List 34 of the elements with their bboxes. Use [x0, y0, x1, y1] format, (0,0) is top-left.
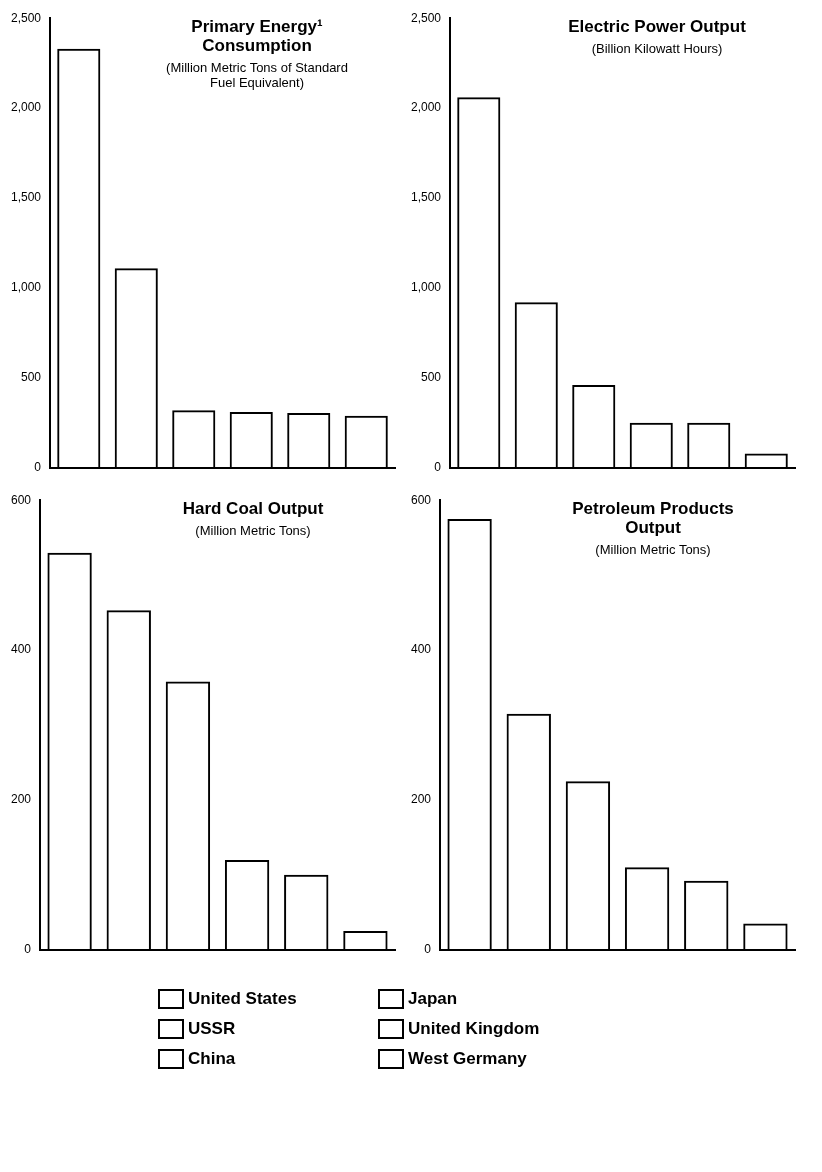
y-tick-label: 600 [10, 492, 32, 507]
text: Petroleum Products Output [572, 499, 734, 538]
y-tick-label: 400 [410, 642, 432, 657]
y-tick-label: 2,500 [11, 10, 42, 25]
y-tick-label: 2,500 [411, 10, 442, 25]
legend-label: United States [188, 989, 297, 1009]
text: (Million Metric Tons of Standard Fuel Equivalent) [166, 60, 348, 91]
y-tick-label: 200 [410, 792, 432, 807]
y-tick-label: 0 [24, 942, 32, 957]
y-tick-label: 400 [10, 642, 32, 657]
legend-label: USSR [188, 1019, 236, 1039]
y-tick-label: 0 [34, 460, 42, 475]
y-tick-label: 0 [424, 942, 432, 957]
text: (Billion Kilowatt Hours) [591, 41, 723, 57]
legend-label: United Kingdom [408, 1019, 540, 1039]
y-tick-label: 500 [421, 370, 442, 385]
y-tick-label: 2,000 [411, 100, 442, 115]
y-tick-label: 200 [10, 792, 32, 807]
y-tick-label: 2,000 [11, 100, 42, 115]
legend-label: China [188, 1049, 236, 1069]
y-tick-label: 600 [410, 492, 432, 507]
y-tick-label: 500 [21, 370, 42, 385]
text: (Million Metric Tons) [195, 523, 311, 539]
legend-label: Japan [408, 989, 458, 1009]
y-tick-label: 0 [434, 460, 442, 475]
y-tick-label: 1,500 [11, 190, 42, 205]
text: Primary Energy¹ Consumption [191, 17, 324, 56]
chart-title: Electric Power Output [568, 17, 747, 37]
y-tick-label: 1,000 [411, 280, 442, 295]
y-tick-label: 1,500 [411, 190, 442, 205]
text: (Million Metric Tons) [595, 542, 711, 558]
legend-label: West Germany [408, 1049, 527, 1069]
chart-title: Hard Coal Output [182, 499, 324, 519]
y-tick-label: 1,000 [11, 280, 42, 295]
